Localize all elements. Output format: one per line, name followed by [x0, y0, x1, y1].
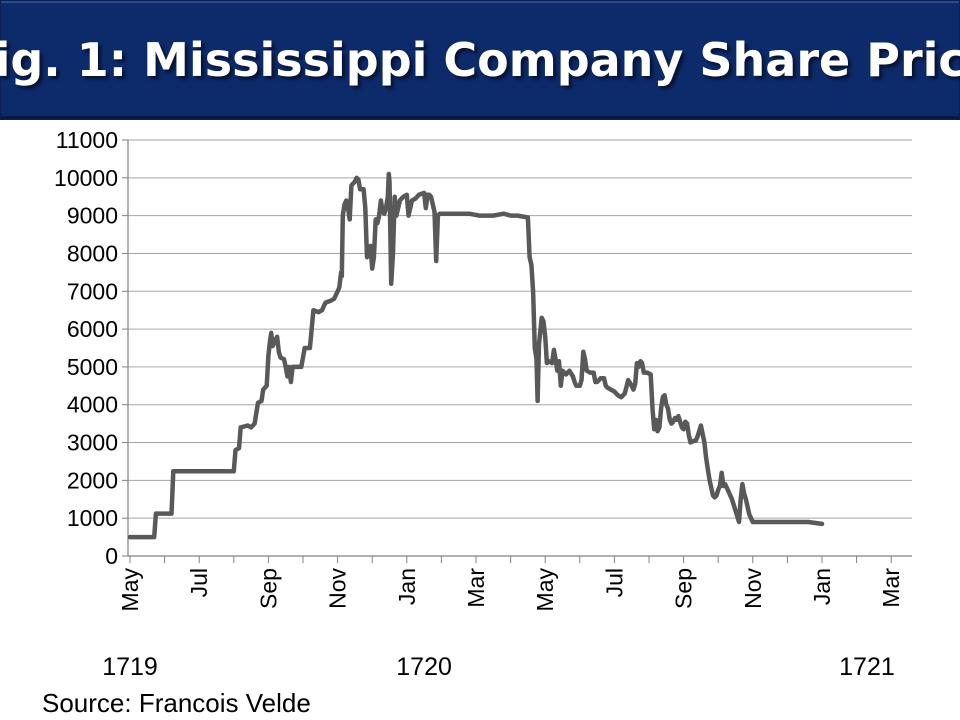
series-layer [127, 171, 825, 540]
x-tick-label: Nov [740, 568, 766, 609]
x-tick-label: May [117, 568, 143, 612]
x-tick-label: Jan [809, 568, 835, 605]
x-tick-label: Mar [463, 568, 489, 608]
x-tick-label: Nov [325, 568, 351, 609]
year-labels: 1719 1720 1721 [102, 653, 895, 681]
y-tick-label: 7000 [67, 278, 118, 304]
y-tick-label: 2000 [67, 467, 118, 493]
share-price-series-line [127, 171, 825, 540]
x-tick-label: May [532, 568, 558, 612]
source-note: Source: Francois Velde [42, 688, 311, 718]
y-tick-label: 1000 [67, 505, 118, 531]
gridlines [128, 139, 912, 519]
y-tick-label: 4000 [67, 392, 118, 418]
x-tick-label: Mar [878, 568, 904, 608]
title-banner: Fig. 1: Mississippi Company Share Price [0, 0, 960, 120]
x-tick-label: Sep [255, 568, 281, 609]
y-tick-label: 8000 [67, 240, 118, 266]
y-tick-label: 3000 [67, 430, 118, 456]
x-tick-label: Jul [186, 568, 212, 597]
y-tick-label: 9000 [67, 203, 118, 229]
chart-title: Fig. 1: Mississippi Company Share Price [0, 33, 960, 87]
year-label: 1719 [102, 653, 158, 681]
y-tick-label: 10000 [54, 165, 118, 191]
x-tick-label: Sep [671, 568, 697, 609]
year-label: 1720 [396, 653, 452, 681]
y-tick-label: 0 [105, 543, 118, 569]
y-tick-label: 11000 [56, 127, 118, 153]
year-label: 1721 [839, 653, 895, 681]
axes [127, 140, 912, 557]
y-axis-ticks: 0 1000 2000 3000 4000 5000 6000 7000 8000 9000 100… [54, 127, 128, 569]
x-tick-label: Jul [601, 568, 627, 597]
y-tick-label: 6000 [67, 316, 118, 342]
x-tick-label: Jan [394, 568, 420, 605]
y-tick-label: 5000 [67, 354, 118, 380]
x-axis-ticks: May Jul Sep Nov Jan Mar May Jul Sep Nov Jan Mar [117, 556, 904, 611]
